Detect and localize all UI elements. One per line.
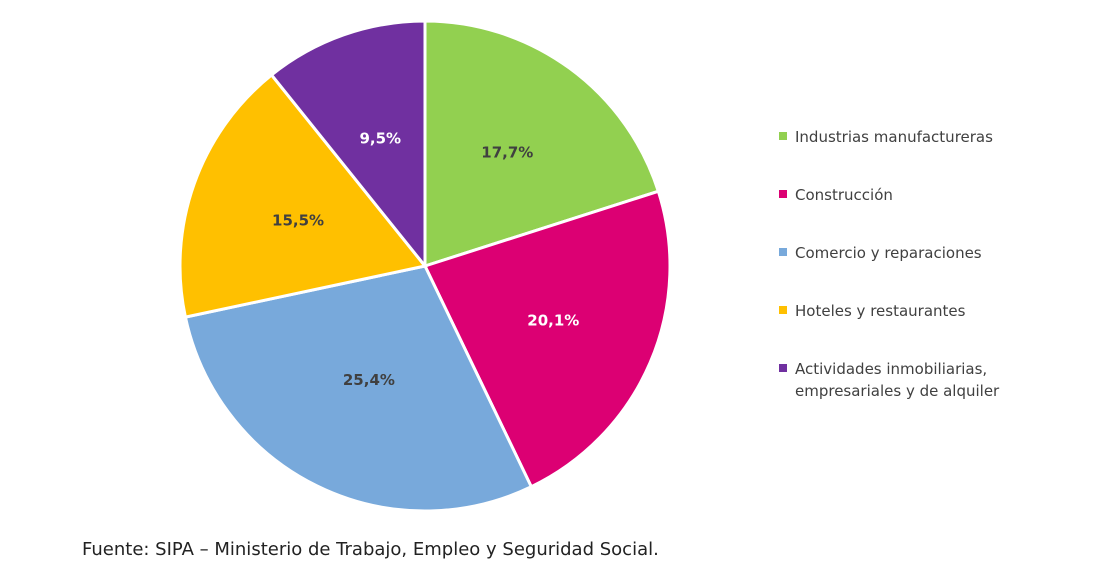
slice-data-label: 15,5% <box>272 211 324 229</box>
source-note: Fuente: SIPA – Ministerio de Trabajo, Em… <box>82 539 659 560</box>
pie-slice-4 <box>178 72 428 319</box>
pie-slice-2 <box>422 189 672 489</box>
legend-swatch <box>779 248 787 256</box>
legend-item: Comercio y reparaciones <box>779 242 1025 264</box>
legend-label-line: Actividades inmobiliarias, <box>795 360 988 378</box>
legend-swatch <box>779 190 787 198</box>
pie-slice-5 <box>269 19 427 271</box>
legend-label: Construcción <box>795 184 1025 206</box>
slice-data-label: 25,4% <box>343 371 395 389</box>
legend-label: Comercio y reparaciones <box>795 242 1025 264</box>
slice-data-label: 17,7% <box>481 144 533 162</box>
legend-label-line: Industrias manufactureras <box>795 128 993 146</box>
legend-swatch <box>779 364 787 372</box>
slice-data-label: 20,1% <box>527 312 579 330</box>
legend-item: Construcción <box>779 184 1025 206</box>
legend-label-line: Comercio y reparaciones <box>795 244 982 262</box>
pie-slice-1 <box>423 19 661 269</box>
legend-item: Hoteles y restaurantes <box>779 300 1025 322</box>
legend-label: Industrias manufactureras <box>795 126 1025 148</box>
legend-swatch <box>779 132 787 140</box>
legend-label: Actividades inmobiliarias, empresariales … <box>795 358 1025 402</box>
slice-data-label: 9,5% <box>359 129 401 147</box>
pie-slice-3 <box>183 264 534 513</box>
legend-item: Industrias manufactureras <box>779 126 1025 148</box>
legend-item: Actividades inmobiliarias, empresariales … <box>779 358 1025 402</box>
legend-label: Hoteles y restaurantes <box>795 300 1025 322</box>
legend-swatch <box>779 306 787 314</box>
legend-label-line: Construcción <box>795 186 893 204</box>
legend-label-line: empresariales y de alquiler <box>795 382 1000 400</box>
legend-label-line: Hoteles y restaurantes <box>795 302 966 320</box>
